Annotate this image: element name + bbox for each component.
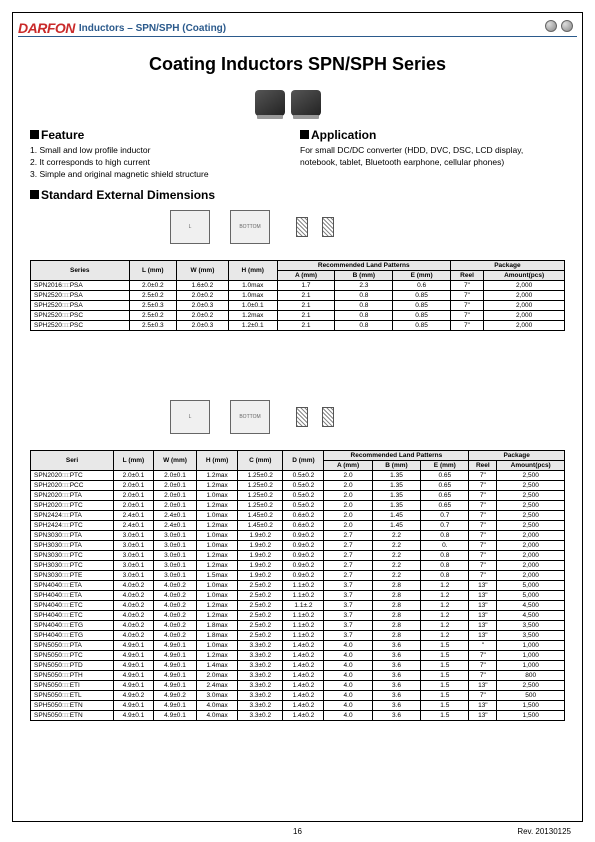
th-w: W (mm) — [153, 451, 196, 471]
th-reel: Reel — [450, 271, 484, 281]
table-row: SPN5050□□□PTH4.9±0.14.9±0.12.0max3.3±0.2… — [31, 671, 565, 681]
table-row: SPN3030□□□PTA3.0±0.13.0±0.11.0max1.9±0.2… — [31, 531, 565, 541]
table-row: SPN2020□□□PTC2.0±0.12.0±0.11.2max1.25±0.… — [31, 471, 565, 481]
table-row: SPH4040□□□ETG4.0±0.24.0±0.21.8max2.5±0.2… — [31, 631, 565, 641]
table-row: SPN5050□□□ETL4.9±0.24.9±0.23.0max3.3±0.2… — [31, 691, 565, 701]
th-b: B (mm) — [372, 461, 421, 471]
application-heading: Application — [300, 128, 376, 142]
table-row: SPH2020□□□PCC2.0±0.12.0±0.11.2max1.25±0.… — [31, 481, 565, 491]
th-e: E (mm) — [421, 461, 469, 471]
dimensions-table-2: Seri L (mm) W (mm) H (mm) C (mm) D (mm) … — [30, 450, 565, 721]
table-row: SPH3030□□□PTC3.0±0.13.0±0.11.2max1.9±0.2… — [31, 561, 565, 571]
circle-icon — [561, 20, 573, 32]
feature-heading: Feature — [30, 128, 84, 142]
th-a: A (mm) — [277, 271, 335, 281]
table-row: SPH2520□□□PSC2.5±0.32.0±0.31.2±0.12.10.8… — [31, 321, 565, 331]
th-seri: Seri — [31, 451, 114, 471]
circle-icon — [545, 20, 557, 32]
dimension-diagram-1: L BOTTOM — [170, 210, 340, 244]
th-series: Series — [31, 261, 130, 281]
th-l: L (mm) — [129, 261, 177, 281]
dim-bottom-icon: BOTTOM — [230, 210, 270, 244]
main-title: Coating Inductors SPN/SPH Series — [0, 54, 595, 75]
th-d: D (mm) — [283, 451, 324, 471]
header-title: Inductors – SPN/SPH (Coating) — [79, 23, 226, 34]
th-c: C (mm) — [238, 451, 283, 471]
table-row: SPH2020□□□PTC2.0±0.12.0±0.11.2max1.25±0.… — [31, 501, 565, 511]
table-row: SPN5050□□□PTC4.9±0.14.9±0.11.2max3.3±0.2… — [31, 651, 565, 661]
th-reel: Reel — [469, 461, 497, 471]
inductor-icon — [255, 90, 285, 116]
th-a: A (mm) — [324, 461, 372, 471]
table-row: SPN2520□□□PSA2.5±0.22.0±0.21.0max2.10.80… — [31, 291, 565, 301]
table-row: SPH5050□□□ETN4.9±0.14.9±0.14.0max3.3±0.2… — [31, 701, 565, 711]
application-text: For small DC/DC converter (HDD, DVC, DSC… — [300, 144, 560, 168]
table-row: SPN2424□□□PTA2.4±0.12.4±0.11.0max1.45±0.… — [31, 511, 565, 521]
table-row: SPN5050□□□PTA4.9±0.14.9±0.11.0max3.3±0.2… — [31, 641, 565, 651]
table-row: SPN2016□□□PSA2.0±0.21.6±0.21.0max1.72.30… — [31, 281, 565, 291]
land-pattern-icon — [290, 212, 340, 242]
th-e: E (mm) — [393, 271, 450, 281]
header-underline — [18, 36, 577, 37]
table-row: SPN4040□□□ETG4.0±0.24.0±0.21.8max2.5±0.2… — [31, 621, 565, 631]
table-row: SPH2424□□□PTC2.4±0.12.4±0.11.2max1.45±0.… — [31, 521, 565, 531]
table-row: SPN2020□□□PTA2.0±0.12.0±0.11.0max1.25±0.… — [31, 491, 565, 501]
dimension-diagram-2: L BOTTOM — [170, 400, 340, 434]
th-w: W (mm) — [177, 261, 229, 281]
th-rec: Recommended Land Patterns — [277, 261, 450, 271]
table-row: SPN2520□□□PSC2.5±0.22.0±0.21.2max2.10.80… — [31, 311, 565, 321]
table-row: SPH3030□□□PTA3.0±0.13.0±0.11.0max1.9±0.2… — [31, 541, 565, 551]
square-icon — [30, 190, 39, 199]
feature-item: 3. Simple and original magnetic shield s… — [30, 168, 209, 180]
square-icon — [30, 130, 39, 139]
logo: DARFON — [18, 20, 75, 36]
table-row: SPH4040□□□ETC4.0±0.24.0±0.21.2max2.5±0.2… — [31, 611, 565, 621]
table-row: SPN4040□□□ETA4.0±0.24.0±0.21.0max2.5±0.2… — [31, 581, 565, 591]
th-rec: Recommended Land Patterns — [324, 451, 469, 461]
table-row: SPN3030□□□PTE3.0±0.13.0±0.11.5max1.9±0.2… — [31, 571, 565, 581]
dimensions-table-1: Series L (mm) W (mm) H (mm) Recommended … — [30, 260, 565, 331]
product-image — [255, 90, 321, 116]
feature-item: 1. Small and low profile inductor — [30, 144, 209, 156]
dim-bottom-icon: BOTTOM — [230, 400, 270, 434]
feature-item: 2. It corresponds to high current — [30, 156, 209, 168]
table-row: SPN5050□□□ETN4.9±0.14.9±0.14.0max3.3±0.2… — [31, 711, 565, 721]
header-bar: DARFON Inductors – SPN/SPH (Coating) — [18, 18, 577, 38]
th-b: B (mm) — [335, 271, 393, 281]
th-h: H (mm) — [228, 261, 277, 281]
table-row: SPH4040□□□ETA4.0±0.24.0±0.21.0max2.5±0.2… — [31, 591, 565, 601]
table-row: SPN4040□□□ETC4.0±0.24.0±0.21.2max2.5±0.2… — [31, 601, 565, 611]
dim-top-icon: L — [170, 210, 210, 244]
th-pkg: Package — [450, 261, 564, 271]
th-amt: Amount(pcs) — [497, 461, 565, 471]
page-number: 16 — [0, 827, 595, 836]
th-h: H (mm) — [197, 451, 238, 471]
th-l: L (mm) — [114, 451, 154, 471]
inductor-icon — [291, 90, 321, 116]
th-amt: Amount(pcs) — [484, 271, 565, 281]
feature-list: 1. Small and low profile inductor 2. It … — [30, 144, 209, 180]
dim-top-icon: L — [170, 400, 210, 434]
header-icons — [545, 20, 573, 32]
square-icon — [300, 130, 309, 139]
table-row: SPN5050□□□ETI4.9±0.14.9±0.12.4max3.3±0.2… — [31, 681, 565, 691]
table-row: SPH2520□□□PSA2.5±0.32.0±0.31.0±0.12.10.8… — [31, 301, 565, 311]
standard-dimensions-heading: Standard External Dimensions — [30, 188, 215, 202]
table-row: SPN3030□□□PTC3.0±0.13.0±0.11.2max1.9±0.2… — [31, 551, 565, 561]
table-row: SPN5050□□□PTD4.9±0.14.9±0.11.4max3.3±0.2… — [31, 661, 565, 671]
th-pkg: Package — [469, 451, 565, 461]
land-pattern-icon — [290, 402, 340, 432]
revision: Rev. 20130125 — [517, 827, 571, 836]
